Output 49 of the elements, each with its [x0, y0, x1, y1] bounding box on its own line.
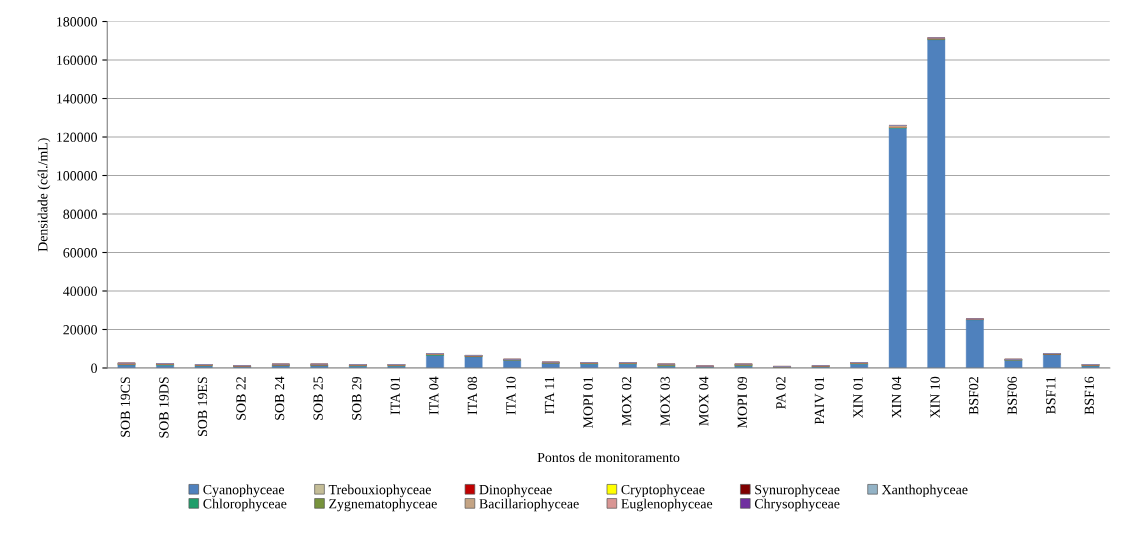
x-tick-label: MOX 04 — [699, 376, 709, 426]
y-tick-label: 140000 — [57, 94, 97, 104]
y-tick-label: 100000 — [57, 171, 97, 181]
legend-label: Trebouxiophyceae — [328, 484, 431, 498]
y-tick-label: 160000 — [57, 55, 97, 65]
x-tick-label: ITA 01 — [390, 377, 400, 415]
x-tick-label: BSF11 — [1046, 377, 1056, 415]
x-tick-label: SOB 22 — [236, 377, 246, 420]
y-tick-label: 20000 — [63, 325, 97, 335]
x-tick-label: SOB 19DS — [159, 377, 169, 438]
x-tick-label: MOX 03 — [660, 376, 670, 426]
x-tick-label: SOB 24 — [274, 376, 285, 420]
legend-label: Xanthophyceae — [881, 484, 968, 498]
legend-label: Chlorophyceae — [203, 498, 287, 512]
legend-label: Bacillariophyceae — [479, 498, 579, 512]
x-tick-label: SOB 19ES — [197, 377, 208, 436]
x-tick-label: PAIV 01 — [814, 377, 825, 425]
y-tick-label: 60000 — [63, 248, 97, 258]
x-tick-label: SOB 25 — [313, 376, 323, 420]
x-tick-label: SOB 29 — [352, 376, 362, 420]
y-axis-title: Densidade (cél./mL) — [37, 138, 51, 252]
x-tick-label: ITA 10 — [506, 376, 516, 415]
y-tick-label: 180000 — [57, 17, 97, 27]
y-tick-label: 40000 — [63, 286, 97, 296]
x-tick-label: MOPI 01 — [583, 377, 593, 429]
legend-label: Dinophyceae — [479, 484, 552, 498]
legend-label: Cyanophyceae — [203, 484, 285, 498]
x-tick-label: XIN 10 — [930, 376, 940, 419]
y-tick-label: 0 — [91, 363, 97, 373]
x-tick-label: ITA 08 — [467, 376, 478, 415]
x-tick-label: PA 02 — [776, 377, 786, 410]
x-tick-label: SOB 19CS — [120, 377, 131, 437]
x-tick-label: ITA 11 — [544, 377, 555, 414]
x-tick-label: ITA 04 — [429, 376, 439, 415]
legend-label: Cryptophyceae — [621, 484, 705, 498]
y-tick-label: 120000 — [57, 132, 97, 142]
x-tick-label: BSF02 — [968, 377, 979, 415]
x-axis-title: Pontos de monitoramento — [537, 452, 680, 463]
x-tick-label: BSF06 — [1007, 376, 1017, 415]
legend-label: Synurophyceae — [755, 484, 840, 498]
legend-label: Zygnematophyceae — [329, 498, 437, 512]
x-tick-label: MOPI 09 — [737, 376, 747, 429]
x-tick-label: MOX 02 — [621, 377, 632, 426]
y-tick-label: 80000 — [63, 209, 97, 219]
legend-label: Euglenophyceae — [621, 498, 713, 512]
legend-label: Chrysophyceae — [754, 498, 840, 512]
x-tick-label: XIN 01 — [853, 377, 863, 419]
x-tick-label: BSF16 — [1084, 376, 1094, 415]
x-tick-label: XIN 04 — [891, 376, 902, 419]
